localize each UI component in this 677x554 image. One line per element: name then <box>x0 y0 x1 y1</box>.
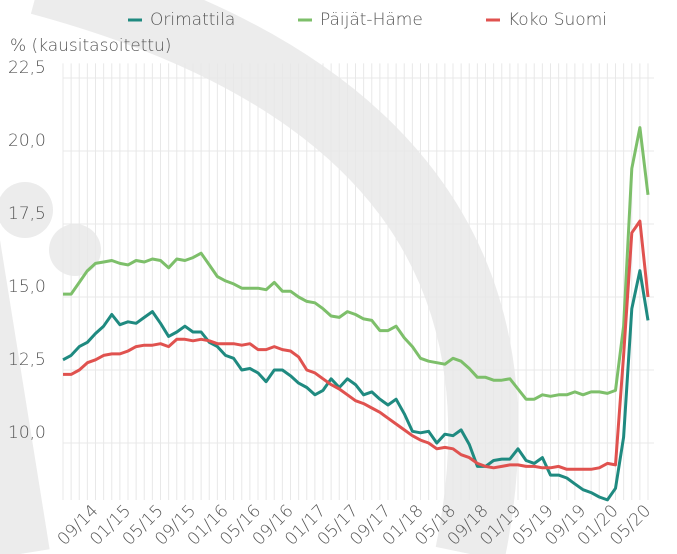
y-tick-label: 17,5 <box>8 204 46 224</box>
legend: Orimattila Päijät-Häme Koko Suomi <box>128 10 607 30</box>
watermark <box>0 0 519 554</box>
y-tick-label: 20,0 <box>8 131 46 151</box>
legend-label: Koko Suomi <box>508 10 607 30</box>
y-tick-label: 10,0 <box>8 423 46 443</box>
series-line <box>62 269 650 502</box>
legend-label: Päijät-Häme <box>320 10 423 30</box>
legend-label: Orimattila <box>150 10 235 30</box>
y-axis-label: % (kausitasoitettu) <box>10 36 171 56</box>
series-line <box>63 126 650 401</box>
y-tick-label: 15,0 <box>8 277 46 297</box>
y-tick-label: 22,5 <box>8 58 46 78</box>
series-line <box>63 219 650 471</box>
y-tick-label: 12,5 <box>8 350 46 370</box>
